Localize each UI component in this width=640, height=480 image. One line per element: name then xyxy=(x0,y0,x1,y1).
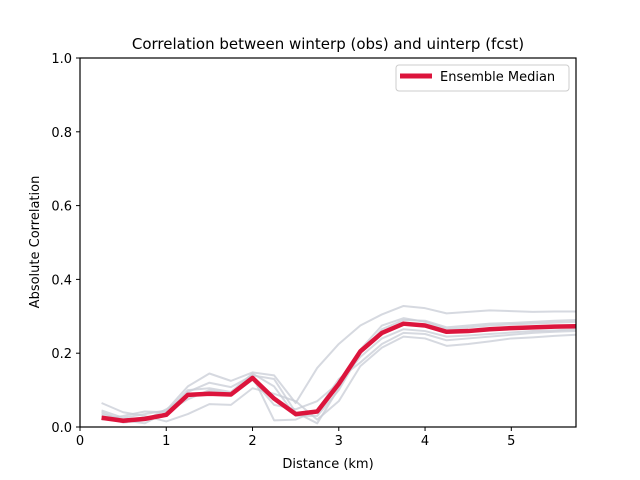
member-line-2 xyxy=(101,304,576,419)
x-tick-label: 5 xyxy=(507,434,515,449)
y-tick-label: 0.2 xyxy=(51,347,72,362)
x-axis-label: Distance (km) xyxy=(282,457,373,472)
legend-label-ensemble-median: Ensemble Median xyxy=(440,70,555,85)
legend-box xyxy=(395,64,570,92)
y-axis: 0.0 0.2 0.4 0.6 0.8 1.0 xyxy=(51,52,80,436)
member-line-6 xyxy=(101,318,577,425)
y-axis-label: Absolute Correlation xyxy=(28,176,43,309)
x-tick-label: 4 xyxy=(421,434,429,449)
plot-frame xyxy=(79,57,577,428)
ensemble-member-lines xyxy=(101,304,577,425)
x-tick-label: 1 xyxy=(162,434,170,449)
legend: Ensemble Median xyxy=(395,64,570,92)
y-tick-label: 0.4 xyxy=(51,273,72,288)
ensemble-median-line xyxy=(101,321,577,423)
x-tick-label: 0 xyxy=(76,434,84,449)
y-tick-label: 0.0 xyxy=(51,421,72,436)
x-tick-label: 2 xyxy=(248,434,256,449)
member-line-1 xyxy=(101,333,577,423)
ensemble-median-layer xyxy=(101,321,577,423)
y-tick-label: 0.6 xyxy=(51,200,72,215)
chart-title: Correlation between winterp (obs) and ui… xyxy=(132,35,524,53)
y-tick-label: 1.0 xyxy=(51,52,72,67)
x-tick-label: 3 xyxy=(335,434,343,449)
y-tick-label: 0.8 xyxy=(51,126,72,141)
x-axis: 0 1 2 3 4 5 xyxy=(76,427,515,449)
